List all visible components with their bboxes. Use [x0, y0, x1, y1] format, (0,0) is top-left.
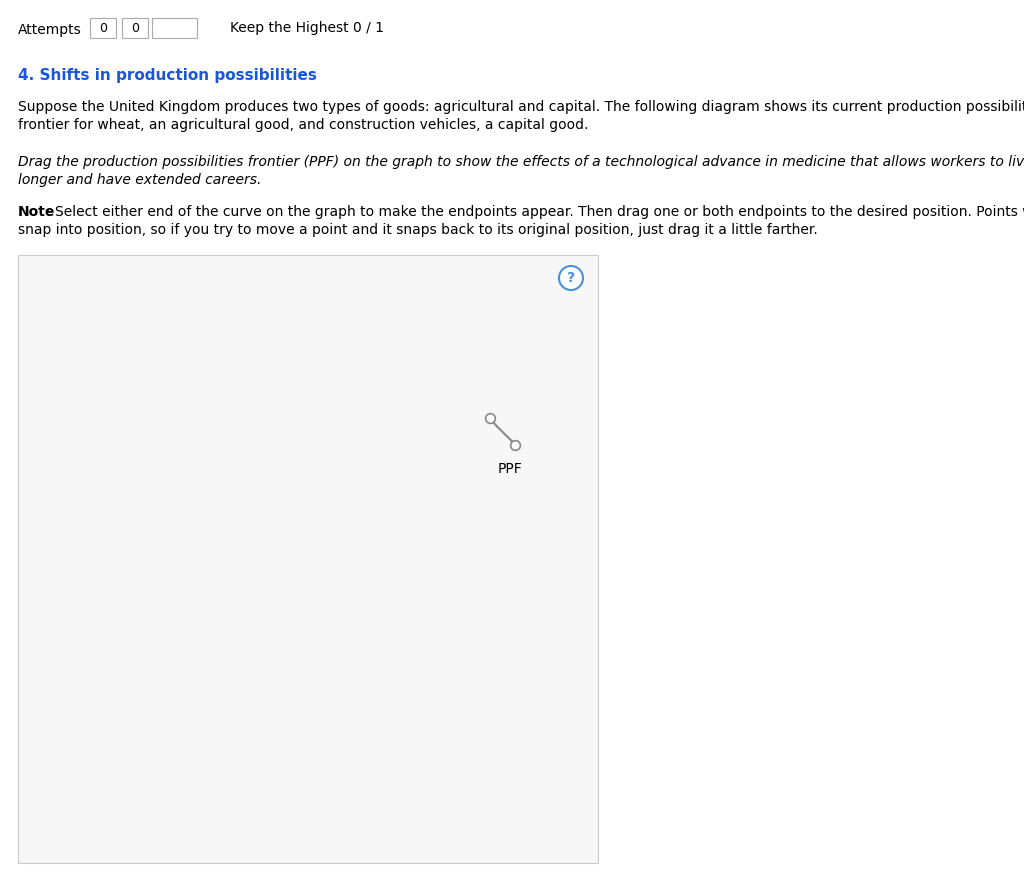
- Text: 0: 0: [131, 21, 139, 34]
- Text: 0: 0: [99, 21, 106, 34]
- FancyBboxPatch shape: [18, 255, 598, 863]
- Text: Attempts: Attempts: [18, 23, 82, 37]
- Circle shape: [559, 266, 583, 290]
- Text: : Select either end of the curve on the graph to make the endpoints appear. Then: : Select either end of the curve on the …: [46, 205, 1024, 219]
- Text: ?: ?: [567, 271, 575, 285]
- Text: Keep the Highest 0 / 1: Keep the Highest 0 / 1: [230, 21, 384, 35]
- Text: Suppose the United Kingdom produces two types of goods: agricultural and capital: Suppose the United Kingdom produces two …: [18, 100, 1024, 114]
- FancyBboxPatch shape: [122, 18, 148, 38]
- Text: snap into position, so if you try to move a point and it snaps back to its origi: snap into position, so if you try to mov…: [18, 223, 818, 237]
- Text: frontier for wheat, an agricultural good, and construction vehicles, a capital g: frontier for wheat, an agricultural good…: [18, 118, 589, 132]
- Text: PPF: PPF: [498, 462, 522, 476]
- Text: Drag the production possibilities frontier (PPF) on the graph to show the effect: Drag the production possibilities fronti…: [18, 155, 1024, 169]
- Text: PPF: PPF: [272, 803, 296, 816]
- Text: 4. Shifts in production possibilities: 4. Shifts in production possibilities: [18, 68, 316, 83]
- Text: Note: Note: [18, 205, 55, 219]
- FancyBboxPatch shape: [152, 18, 197, 38]
- Y-axis label: CONSTRUCTION VEHICLES (Thousands): CONSTRUCTION VEHICLES (Thousands): [30, 454, 43, 713]
- X-axis label: WHEAT (Millions of bushels): WHEAT (Millions of bushels): [159, 851, 370, 864]
- FancyBboxPatch shape: [90, 18, 116, 38]
- Text: longer and have extended careers.: longer and have extended careers.: [18, 173, 261, 187]
